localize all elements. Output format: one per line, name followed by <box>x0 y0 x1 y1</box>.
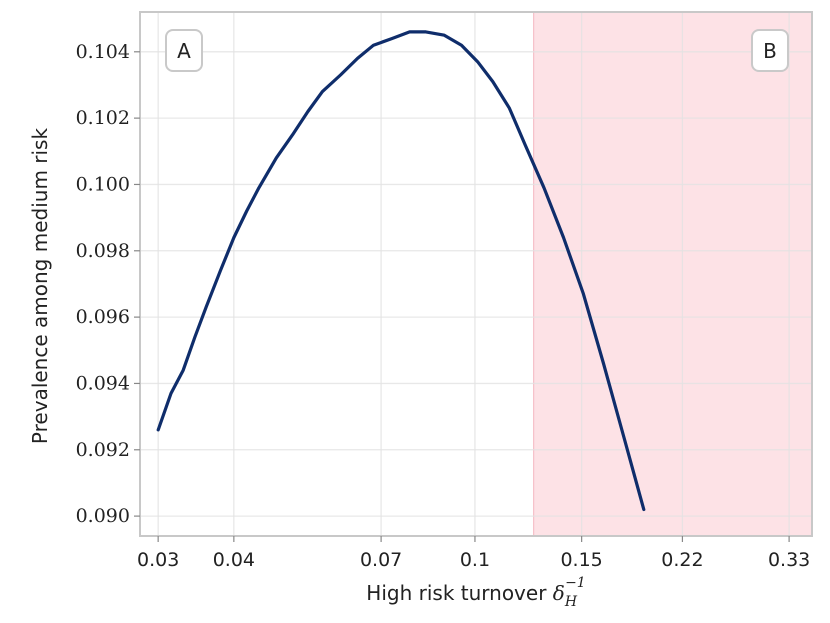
grid <box>140 12 812 536</box>
y-tick-label: 0.104 <box>76 41 130 63</box>
region-a-badge: A <box>165 29 203 72</box>
y-tick-label: 0.098 <box>76 240 130 262</box>
x-tick-label: 0.22 <box>661 549 703 571</box>
region-b-badge: B <box>751 29 789 72</box>
x-tick-label: 0.07 <box>360 549 402 571</box>
y-tick-label: 0.090 <box>76 505 130 527</box>
y-tick-label: 0.100 <box>76 173 130 195</box>
x-tick-label: 0.33 <box>768 549 810 571</box>
y-tick-label: 0.096 <box>76 306 130 328</box>
y-tick-label: 0.102 <box>76 107 130 129</box>
x-tick-label: 0.04 <box>213 549 255 571</box>
x-axis-label: High risk turnover δH−1 <box>366 575 585 610</box>
shaded-region-b <box>533 12 812 536</box>
y-tick-label: 0.092 <box>76 439 130 461</box>
y-tick-label: 0.094 <box>76 372 130 394</box>
x-tick-label: 0.1 <box>460 549 490 571</box>
plot-frame <box>139 11 813 537</box>
y-axis-label: Prevalence among medium risk <box>28 128 52 445</box>
region-a-label: A <box>177 39 191 63</box>
x-tick-label: 0.15 <box>560 549 602 571</box>
x-tick-label: 0.03 <box>137 549 179 571</box>
region-b-label: B <box>763 39 777 63</box>
